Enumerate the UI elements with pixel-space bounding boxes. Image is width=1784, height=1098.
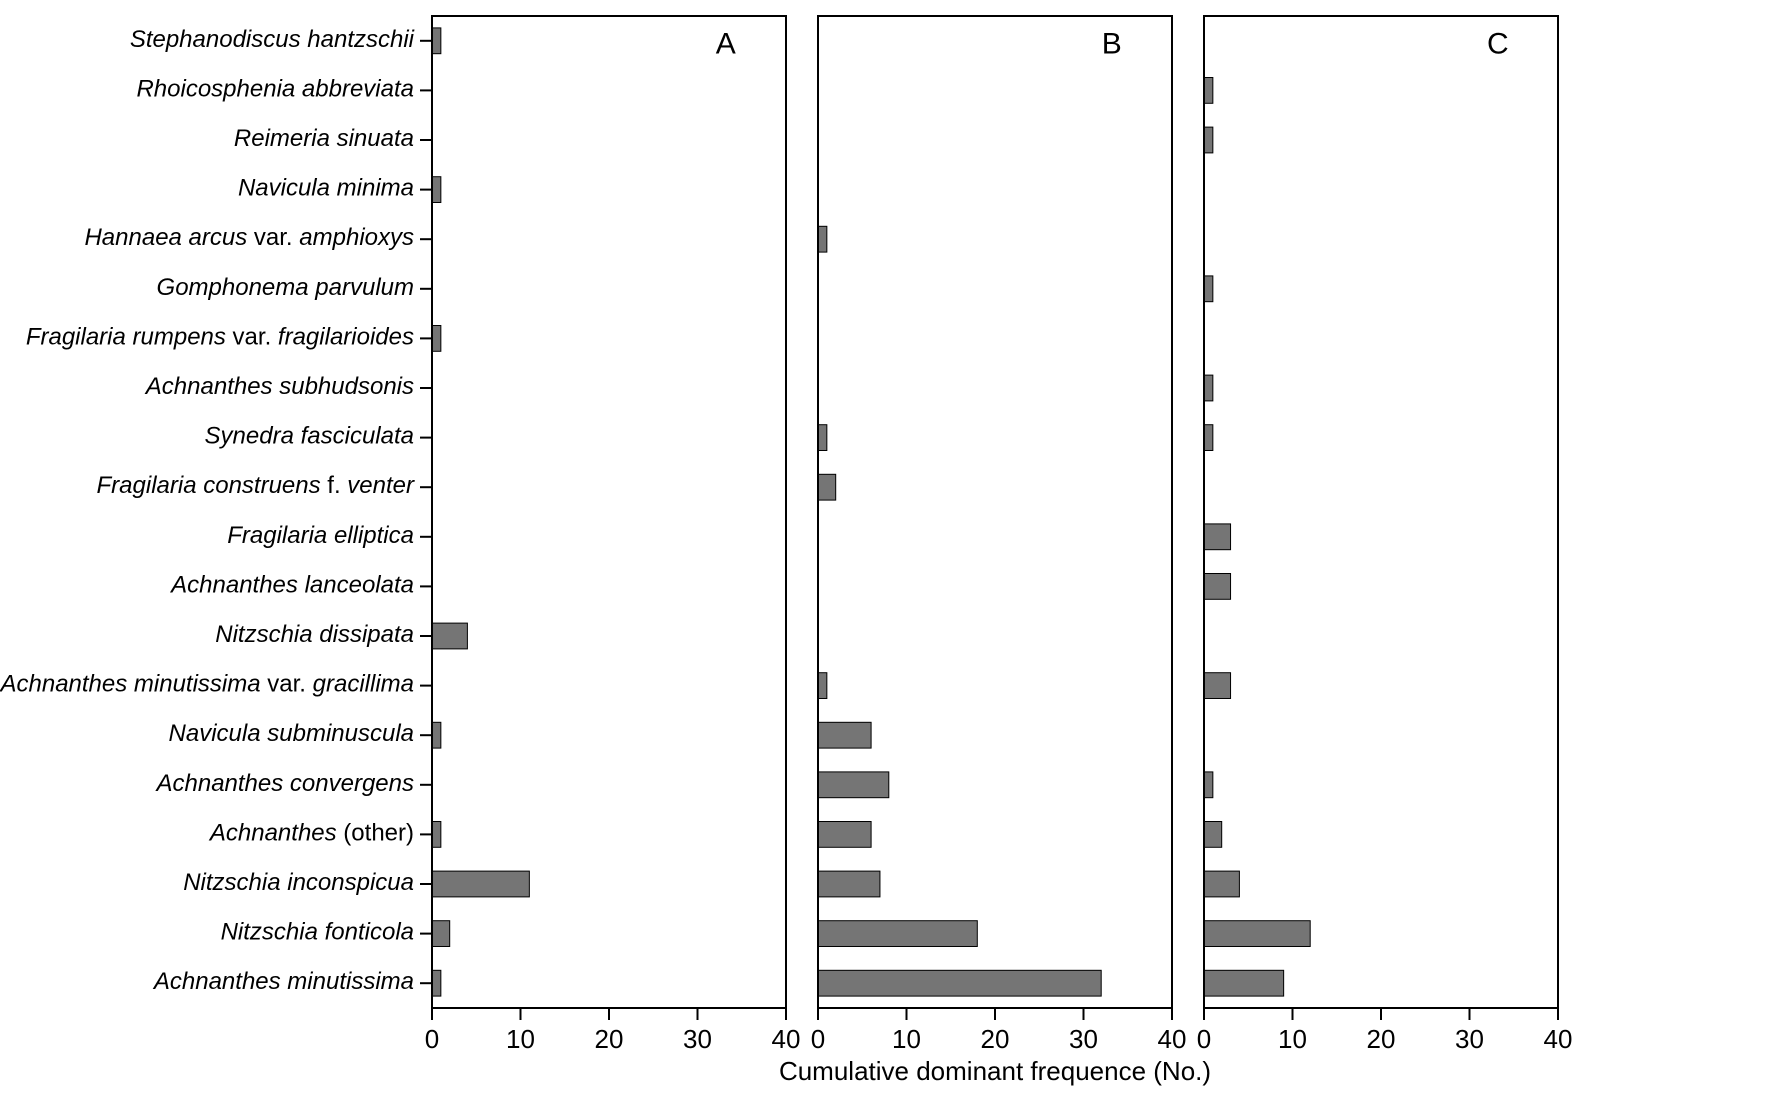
bar xyxy=(432,177,441,203)
bar xyxy=(1204,524,1231,550)
x-tick-label: 40 xyxy=(1158,1024,1187,1054)
bar xyxy=(432,722,441,748)
bar xyxy=(432,822,441,848)
x-tick-label: 30 xyxy=(1455,1024,1484,1054)
x-tick-label: 40 xyxy=(1544,1024,1573,1054)
species-label: Achnanthes minutissima xyxy=(152,969,414,996)
bar xyxy=(432,28,441,54)
species-label: Nitzschia fonticola xyxy=(221,919,414,946)
bar xyxy=(818,474,836,500)
bar xyxy=(1204,921,1310,947)
bar xyxy=(1204,871,1239,897)
bar xyxy=(432,623,467,649)
x-tick-label: 20 xyxy=(981,1024,1010,1054)
bar xyxy=(818,226,827,252)
bar xyxy=(432,921,450,947)
bar xyxy=(818,822,871,848)
x-tick-label: 10 xyxy=(1278,1024,1307,1054)
x-tick-label: 30 xyxy=(1069,1024,1098,1054)
x-tick-label: 0 xyxy=(1197,1024,1211,1054)
chart-svg: Stephanodiscus hantzschii Rhoicosphenia a… xyxy=(0,0,1784,1098)
bar xyxy=(432,326,441,352)
species-label: Achnanthes convergens xyxy=(154,770,414,797)
bar xyxy=(432,871,529,897)
species-label: Nitzschia inconspicua xyxy=(183,869,414,896)
x-tick-label: 20 xyxy=(595,1024,624,1054)
x-tick-label: 20 xyxy=(1367,1024,1396,1054)
bar xyxy=(1204,127,1213,153)
species-label: Rhoicosphenia abbreviata xyxy=(136,76,414,103)
bar xyxy=(1204,375,1213,401)
species-label: Fragilaria construens f. venter xyxy=(97,473,415,500)
bar xyxy=(818,921,977,947)
bar xyxy=(1204,772,1213,798)
species-label: Gomphonema parvulum xyxy=(157,274,414,301)
bar xyxy=(818,970,1101,996)
x-axis-title: Cumulative dominant frequence (No.) xyxy=(779,1056,1211,1086)
x-tick-label: 30 xyxy=(683,1024,712,1054)
x-tick-label: 10 xyxy=(892,1024,921,1054)
species-label: Achnanthes minutissima var. gracillima xyxy=(0,671,414,698)
species-label: Stephanodiscus hantzschii xyxy=(130,26,415,53)
species-label: Nitzschia dissipata xyxy=(215,621,414,648)
bar xyxy=(818,722,871,748)
bar xyxy=(1204,574,1231,600)
species-label: Fragilaria rumpens var. fragilarioides xyxy=(26,324,414,351)
panel-letter: B xyxy=(1102,28,1122,61)
chart-container: Stephanodiscus hantzschii Rhoicosphenia a… xyxy=(0,0,1784,1098)
bar xyxy=(818,425,827,451)
species-label: Reimeria sinuata xyxy=(234,125,414,152)
bar xyxy=(1204,425,1213,451)
bar xyxy=(1204,276,1213,302)
bar xyxy=(818,871,880,897)
bar xyxy=(1204,78,1213,104)
species-label: Fragilaria elliptica xyxy=(227,522,414,549)
panel-letter: A xyxy=(716,28,736,61)
bar xyxy=(818,673,827,699)
panel-letter: C xyxy=(1487,28,1509,61)
bar xyxy=(1204,673,1231,699)
species-label: Achnanthes (other) xyxy=(208,820,414,847)
species-label: Navicula subminuscula xyxy=(169,721,414,748)
x-tick-label: 40 xyxy=(772,1024,801,1054)
bar xyxy=(1204,822,1222,848)
bar xyxy=(1204,970,1284,996)
species-label: Navicula minima xyxy=(238,175,414,202)
x-tick-label: 0 xyxy=(811,1024,825,1054)
x-tick-label: 10 xyxy=(506,1024,535,1054)
bar xyxy=(432,970,441,996)
x-tick-label: 0 xyxy=(425,1024,439,1054)
species-label: Achnanthes lanceolata xyxy=(169,572,414,599)
bar xyxy=(818,772,889,798)
species-label: Achnanthes subhudsonis xyxy=(144,373,414,400)
species-label: Synedra fasciculata xyxy=(205,423,414,450)
species-label: Hannaea arcus var. amphioxys xyxy=(84,225,414,252)
